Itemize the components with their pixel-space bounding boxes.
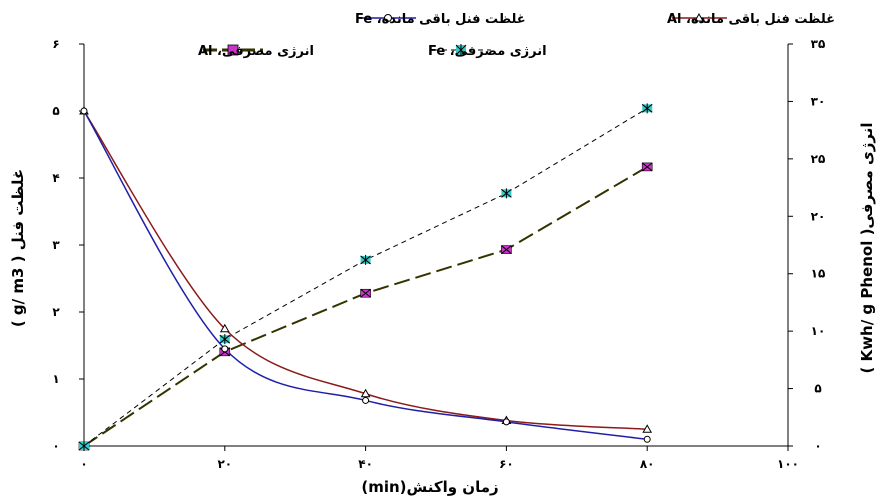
y-left-tick-label: ۱ (52, 372, 59, 386)
y-right-axis-title: انرژی مصرفی( Kwh/ g Phenol ) (858, 122, 876, 373)
series-line-al-phenol (83, 110, 648, 430)
data-point-fe-phenol (502, 418, 510, 426)
legend-marker-box (227, 44, 239, 56)
legend-label-fe-phenol: غلظت فنل باقی مانده، Fe (355, 12, 526, 27)
y-right-tick-label: ۲۵ (811, 152, 826, 166)
x-tick-label: ۱۰۰ (777, 457, 799, 471)
x-tick-label: ۴۰ (358, 457, 373, 471)
y-left-axis-title: غلظت فنل ( g/ m3 ) (9, 169, 27, 327)
data-point-fe-phenol (643, 435, 651, 443)
data-point-al-energy (501, 245, 512, 254)
data-point-fe-energy (641, 103, 653, 114)
legend-label-al-energy: انرژی مصرفی، Al (198, 44, 314, 59)
series-line-fe-energy (83, 107, 648, 447)
y-left-ticks: ۰ ۱ ۲ ۳ ۴ ۵ ۶ (52, 37, 84, 453)
x-tick-label: ۰ (80, 457, 87, 471)
series-layer (78, 103, 653, 451)
data-point-fe-energy (219, 334, 231, 345)
y-left-tick-label: ۶ (52, 37, 59, 51)
y-right-tick-label: ۰ (814, 439, 821, 453)
x-tick-label: ۸۰ (640, 457, 655, 471)
y-right-tick-label: ۲۰ (811, 209, 826, 223)
legend-marker-asterisk (455, 44, 467, 56)
data-point-al-phenol (642, 424, 653, 433)
x-axis-title: زمان واکنش(min) (361, 478, 498, 496)
y-right-tick-label: ۳۰ (811, 94, 826, 108)
y-right-ticks: ۰ ۵ ۱۰ ۱۵ ۲۰ ۲۵ ۳۰ ۳۵ (788, 37, 825, 453)
axes (83, 44, 789, 447)
data-point-fe-phenol (80, 107, 88, 115)
x-tick-label: ۶۰ (499, 457, 514, 471)
data-point-fe-energy (78, 441, 90, 451)
data-point-fe-phenol (362, 396, 370, 404)
data-point-fe-energy (501, 188, 512, 199)
data-point-fe-phenol (221, 345, 229, 353)
y-left-tick-label: ۳ (52, 238, 60, 252)
data-point-al-energy (641, 162, 653, 172)
legend-label-al-phenol: غلظت فنل باقی مانده، Al (667, 12, 835, 27)
x-ticks: ۰ ۲۰ ۴۰ ۶۰ ۸۰ ۱۰۰ (80, 446, 799, 471)
x-tick-label: ۲۰ (217, 457, 232, 471)
series-line-al-energy (83, 166, 648, 447)
y-right-tick-label: ۱۰ (811, 324, 826, 338)
y-left-tick-label: ۵ (52, 104, 59, 118)
y-left-tick-label: ۴ (52, 171, 59, 185)
y-left-tick-label: ۲ (52, 305, 60, 319)
y-right-tick-label: ۱۵ (811, 267, 826, 281)
legend: غلظت فنل باقی مانده، Al غلظت فنل باقی ما… (198, 12, 835, 59)
legend-marker-circle (384, 14, 392, 22)
data-point-al-energy (360, 288, 371, 298)
y-right-tick-label: ۵ (814, 382, 821, 396)
data-point-fe-energy (360, 254, 371, 265)
series-line-fe-phenol (83, 110, 648, 441)
legend-marker-triangle (694, 12, 704, 22)
y-left-tick-label: ۰ (52, 439, 59, 453)
data-point-al-phenol (360, 388, 371, 398)
data-point-al-phenol (219, 323, 230, 333)
y-right-tick-label: ۳۵ (811, 37, 826, 51)
legend-label-fe-energy: انرژی مصرفی، Fe (428, 44, 547, 59)
